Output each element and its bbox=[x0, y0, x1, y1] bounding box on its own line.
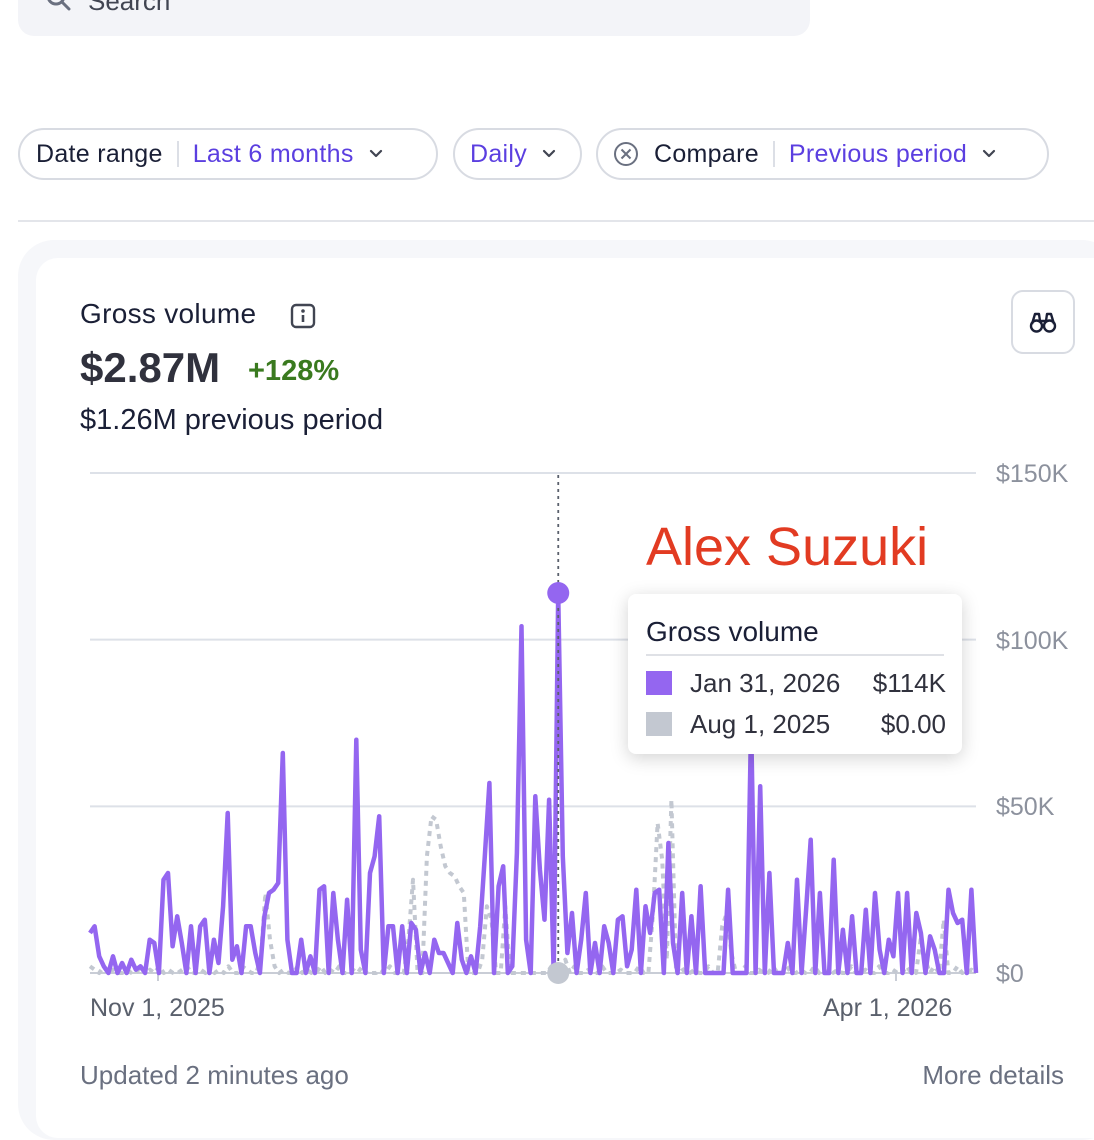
date-range-label: Date range bbox=[36, 139, 163, 168]
previous-period-value: $1.26M previous period bbox=[80, 404, 384, 436]
tooltip-date: Jan 31, 2026 bbox=[690, 668, 841, 698]
compare-value: Previous period bbox=[788, 139, 968, 168]
pill-separator bbox=[176, 141, 179, 167]
search-icon bbox=[47, 0, 71, 11]
compare-filter[interactable]: Compare Previous period bbox=[596, 128, 1049, 180]
chevron-down-icon bbox=[983, 149, 996, 158]
compare-label: Compare bbox=[654, 139, 759, 168]
x-tick-label: Nov 1, 2025 bbox=[90, 994, 225, 1022]
interval-filter[interactable]: Daily bbox=[453, 128, 582, 180]
x-tick-label: Apr 1, 2026 bbox=[823, 994, 953, 1022]
date-range-value: Last 6 months bbox=[192, 139, 354, 168]
chevron-down-icon bbox=[369, 149, 382, 158]
chart-tooltip: Gross volume Jan 31, 2026 $114K Aug 1, 2… bbox=[628, 594, 962, 754]
explore-button[interactable] bbox=[1011, 290, 1075, 354]
current-series-swatch bbox=[646, 671, 672, 695]
info-icon[interactable] bbox=[290, 303, 316, 329]
binoculars-icon bbox=[1029, 312, 1057, 333]
search-bar[interactable]: Search bbox=[18, 0, 810, 36]
tooltip-date: Aug 1, 2025 bbox=[690, 709, 831, 739]
tooltip-divider bbox=[646, 654, 944, 656]
chevron-down-icon bbox=[542, 149, 556, 158]
pill-separator bbox=[772, 141, 775, 167]
card-title: Gross volume bbox=[80, 298, 257, 329]
watermark-text: Alex Suzuki bbox=[646, 517, 929, 577]
clear-compare-icon[interactable] bbox=[612, 140, 640, 168]
date-range-filter[interactable]: Date range Last 6 months bbox=[18, 128, 438, 180]
y-tick-label: $50K bbox=[996, 793, 1055, 821]
previous-series-swatch bbox=[646, 712, 672, 736]
interval-value: Daily bbox=[470, 139, 528, 168]
y-tick-label: $100K bbox=[996, 627, 1069, 655]
tooltip-title: Gross volume bbox=[646, 616, 819, 647]
search-input[interactable]: Search bbox=[88, 0, 171, 16]
tooltip-value: $114K bbox=[872, 668, 946, 698]
y-tick-label: $150K bbox=[996, 460, 1069, 488]
gross-volume-value: $2.87M bbox=[80, 344, 221, 391]
y-tick-label: $0 bbox=[996, 960, 1024, 988]
change-badge: +128% bbox=[248, 355, 340, 387]
tooltip-value: $0.00 bbox=[880, 709, 946, 739]
section-divider bbox=[18, 220, 1094, 222]
updated-timestamp: Updated 2 minutes ago bbox=[80, 1060, 349, 1090]
more-details-link[interactable]: More details bbox=[922, 1060, 1064, 1090]
